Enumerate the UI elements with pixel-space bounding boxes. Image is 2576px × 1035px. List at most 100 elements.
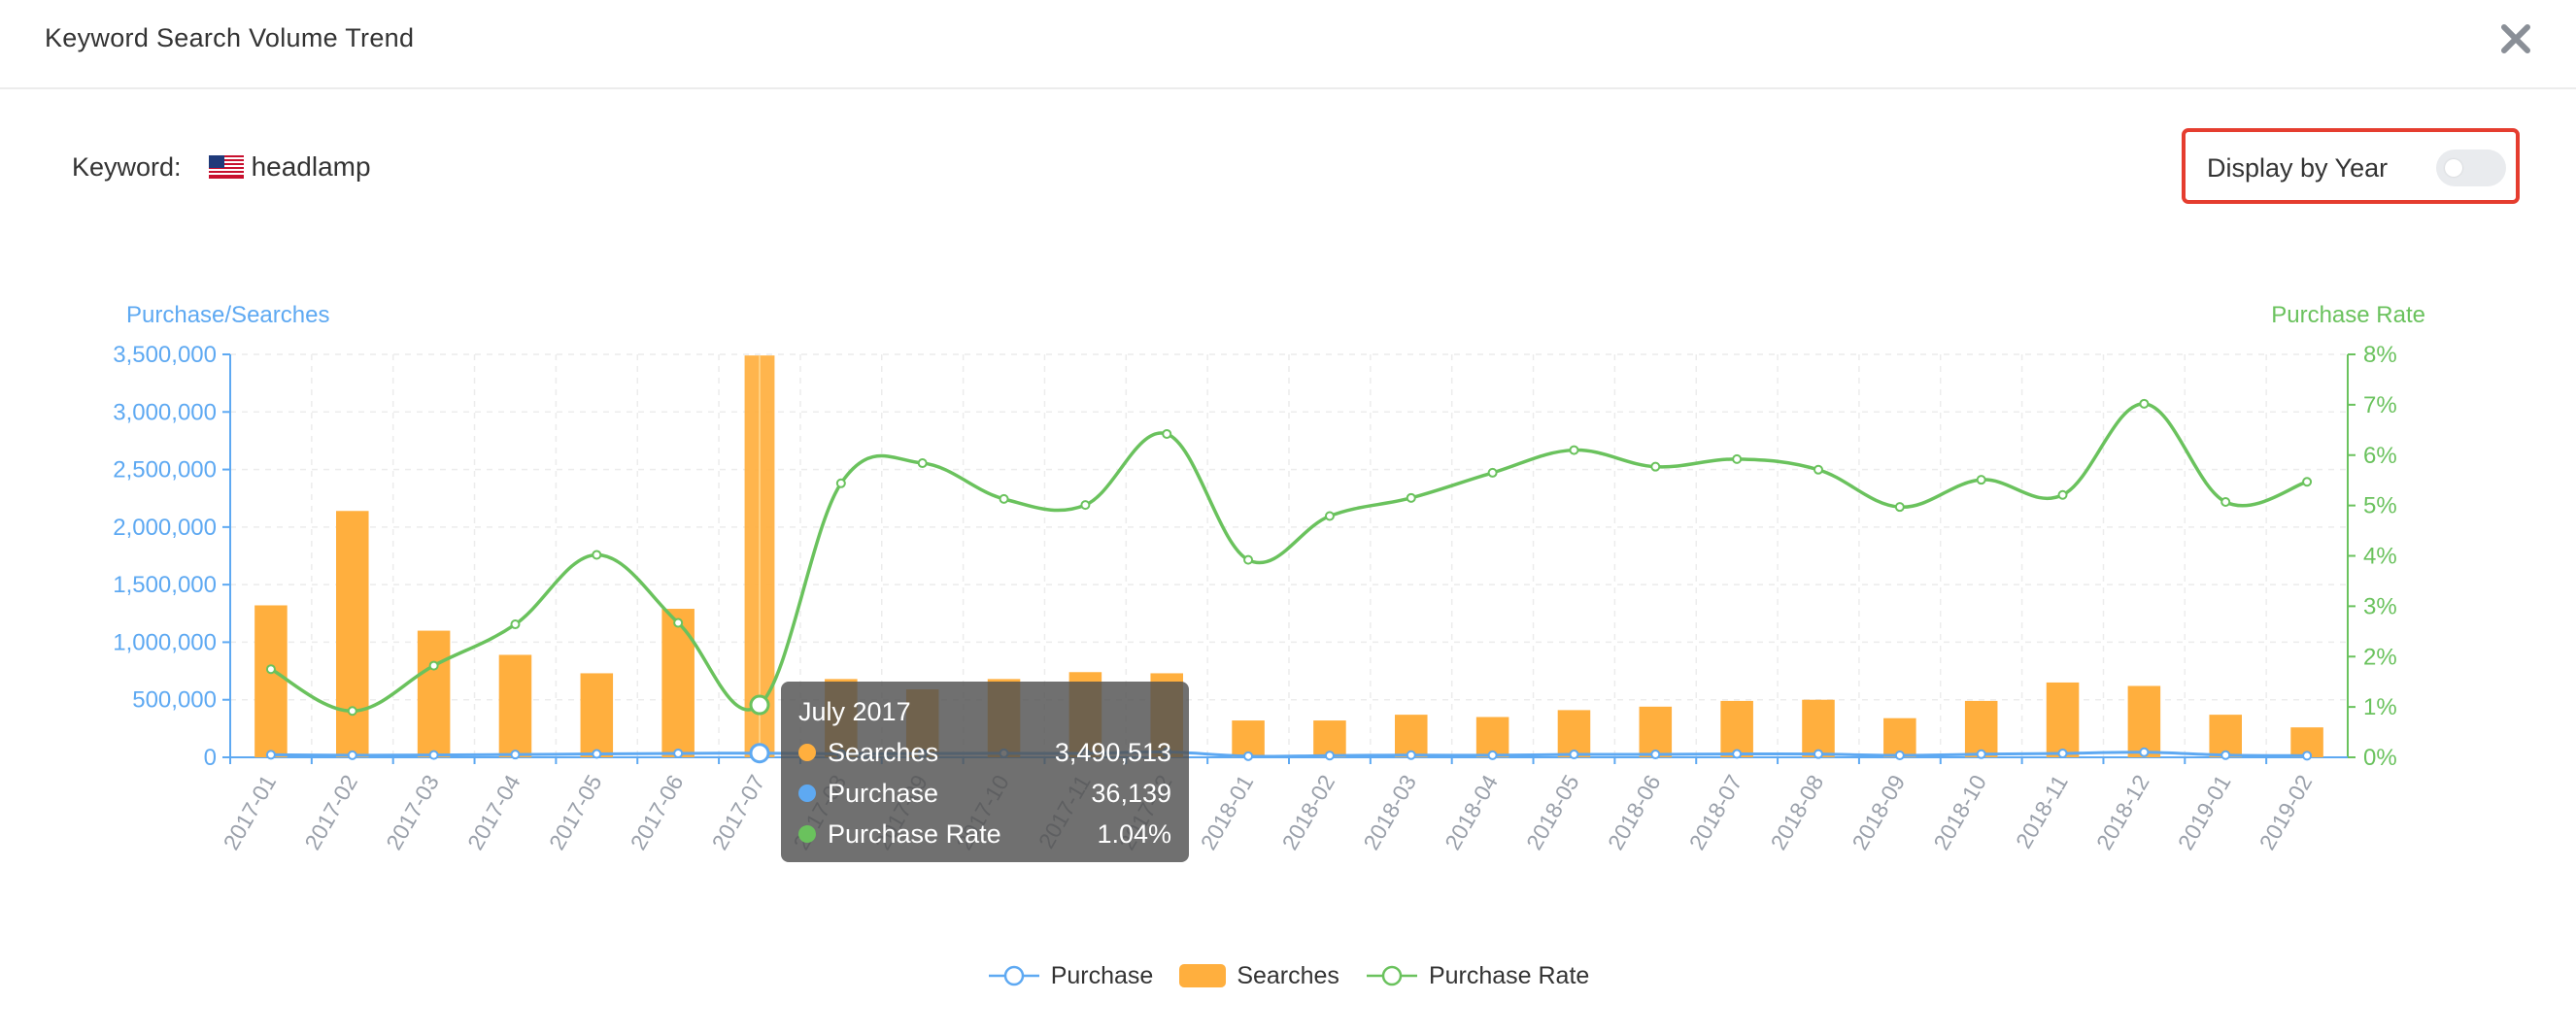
display-by-year-toggle-group: Display by Year [2182,128,2520,204]
y-left-tick-label: 0 [204,745,217,771]
y-left-tick-label: 3,500,000 [113,342,217,368]
searches-bar [1395,715,1428,757]
tooltip-row-purchase: Purchase 36,139 [798,773,1171,814]
purchase-rate-point [1324,511,1335,521]
y-left-tick-label: 2,000,000 [113,515,217,541]
chart-legend: Purchase Searches Purchase Rate [0,956,2576,995]
tooltip-row-searches: Searches 3,490,513 [798,732,1171,773]
tooltip-label: Searches [828,738,939,767]
y-right-tick-label: 1% [2363,694,2397,720]
dialog-header: Keyword Search Volume Trend [0,0,2576,89]
purchase-rate-point [592,550,602,560]
x-tick-label: 2018-02 [1277,771,1340,854]
display-by-year-label: Display by Year [2207,153,2389,183]
switch-knob [2445,159,2462,177]
x-tick-label: 2017-04 [462,770,525,853]
x-tick-label: 2018-09 [1847,771,1910,854]
purchase-rate-point [917,458,928,469]
close-icon[interactable] [2496,19,2535,58]
y-right-tick-label: 0% [2363,745,2397,771]
x-tick-label: 2018-11 [2011,771,2073,853]
searches-bar [661,609,695,757]
purchase-line [270,750,2308,758]
purchase-point [1569,750,1579,760]
purchase-point [428,750,439,760]
searches-bar [1232,720,1265,757]
purchase-point [1243,751,1254,761]
x-tick-label: 2019-02 [2254,771,2318,854]
x-tick-label: 2018-08 [1766,771,1829,854]
legend-label: Purchase [1050,961,1154,989]
searches-bar [2127,685,2161,757]
purchase-point [1650,750,1661,760]
x-tick-label: 2018-04 [1440,770,1503,853]
purchase-rate-point [2139,398,2150,409]
tooltip-title: July 2017 [798,697,911,726]
purchase-point [2057,748,2068,758]
purchase-point [592,749,602,759]
tooltip-value: 1.04% [1097,819,1171,849]
searches-bar [1720,700,1753,757]
purchase-point [2139,747,2150,757]
x-tick-label: 2018-05 [1521,771,1584,854]
us-flag-icon [208,155,244,179]
purchase-rate-dot-icon [798,825,816,843]
purchase-point [673,748,684,758]
purchase-rate-point [428,660,439,671]
line-marker-icon [988,965,1039,986]
purchase-rate-point [1487,467,1498,478]
tooltip-label: Purchase Rate [828,819,1001,849]
y-right-tick-label: 2% [2363,644,2397,670]
legend-item-searches[interactable]: Searches [1178,962,1339,990]
purchase-point [510,750,521,760]
x-tick-label: 2018-07 [1684,771,1747,854]
y-left-tick-label: 1,000,000 [113,629,217,655]
purchase-rate-point [1162,428,1172,439]
purchase-point [2302,751,2313,761]
purchase-point [1732,749,1743,759]
purchase-point [1406,750,1416,760]
x-tick-label: 2019-01 [2173,771,2236,854]
searches-bar [2046,682,2080,757]
purchase-rate-point [1813,464,1823,475]
searches-bar [580,673,614,757]
purchase-point [265,750,276,760]
tooltip-value: 3,490,513 [1054,738,1171,767]
y-left-tick-label: 2,500,000 [113,457,217,484]
purchase-rate-point [835,478,846,488]
purchase-rate-point [265,664,276,675]
x-tick-label: 2018-06 [1603,771,1666,854]
purchase-rate-point [999,493,1009,504]
purchase-rate-point [1243,554,1254,565]
purchase-rate-point [673,618,684,628]
display-by-year-switch[interactable] [2436,150,2506,186]
y-left-tick-label: 3,000,000 [113,399,217,425]
purchase-rate-point [1080,500,1091,511]
purchase-rate-point [2057,489,2068,500]
purchase-rate-point [1976,475,1986,485]
x-tick-label: 2018-12 [2091,771,2154,854]
purchase-point [2220,750,2231,760]
tooltip-value: 36,139 [1091,779,1171,808]
keyword-value: headlamp [251,151,371,182]
x-tick-label: 2017-05 [544,771,607,854]
trend-chart: 0 500,000 1,000,000 1,500,000 2,000,000 2,500… [113,302,2425,854]
purchase-rate-point [1650,461,1661,472]
searches-bar [336,511,369,757]
y-right-tick-label: 4% [2363,544,2397,570]
searches-bar [1639,706,1673,757]
searches-bar [1802,699,1835,757]
legend-item-purchase-rate[interactable]: Purchase Rate [1365,962,1589,990]
y-right-tick-label: 3% [2363,593,2397,619]
legend-item-purchase[interactable]: Purchase [987,961,1154,990]
legend-label: Purchase Rate [1428,961,1590,989]
y-right-tick-label: 8% [2363,342,2397,368]
purchase-rate-point [510,619,521,630]
y-right-tick-label: 6% [2363,443,2397,469]
x-tick-label: 2018-03 [1358,771,1421,854]
purchase-point [1813,749,1823,759]
tooltip-label: Purchase [828,779,939,808]
purchase-rate-point [1732,453,1743,464]
purchase-rate-point [1894,502,1905,513]
